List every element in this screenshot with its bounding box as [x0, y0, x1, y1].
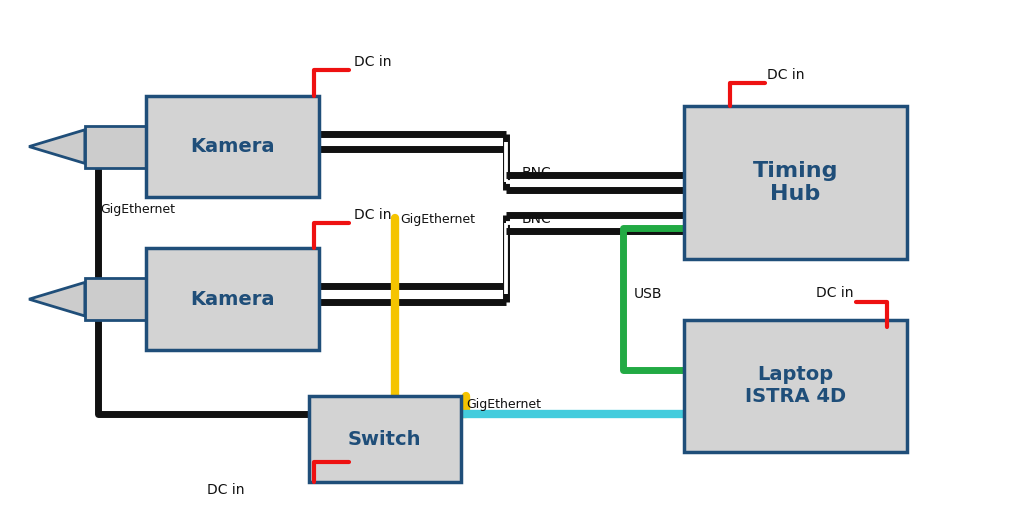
Polygon shape [29, 130, 85, 163]
Text: DC in: DC in [207, 483, 244, 497]
Text: Timing
Hub: Timing Hub [753, 161, 839, 204]
Text: Laptop
ISTRA 4D: Laptop ISTRA 4D [745, 365, 846, 406]
Text: BNC: BNC [522, 212, 551, 226]
Text: Switch: Switch [348, 430, 421, 449]
Text: GigEthernet: GigEthernet [465, 398, 541, 411]
FancyBboxPatch shape [309, 396, 460, 482]
FancyBboxPatch shape [85, 278, 163, 320]
Text: USB: USB [633, 287, 662, 301]
Text: GigEthernet: GigEthernet [100, 203, 176, 216]
Text: DC in: DC in [354, 55, 392, 69]
Text: DC in: DC in [767, 68, 805, 82]
FancyBboxPatch shape [85, 126, 163, 168]
Text: Kamera: Kamera [190, 137, 275, 156]
FancyBboxPatch shape [684, 106, 907, 258]
Text: Kamera: Kamera [190, 290, 275, 309]
FancyBboxPatch shape [146, 248, 319, 350]
Polygon shape [29, 282, 85, 316]
Text: DC in: DC in [354, 208, 392, 222]
FancyBboxPatch shape [146, 96, 319, 197]
Text: GigEthernet: GigEthernet [400, 212, 475, 226]
Text: DC in: DC in [816, 286, 853, 300]
Text: BNC: BNC [522, 166, 551, 180]
FancyBboxPatch shape [684, 320, 907, 452]
